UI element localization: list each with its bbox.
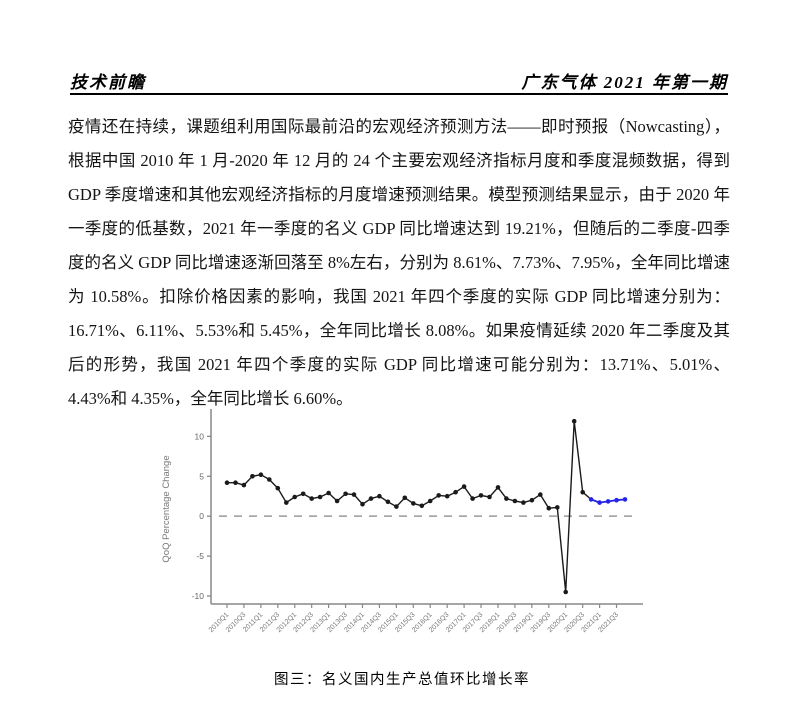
header-left-title: 技术前瞻 — [70, 73, 146, 92]
header-rule — [70, 93, 728, 95]
chart-svg: -10-505102010Q12010Q32011Q12011Q32012Q12… — [161, 409, 643, 634]
svg-text:5: 5 — [199, 471, 204, 481]
figure-caption: 图三：名义国内生产总值环比增长率 — [274, 672, 530, 688]
body-paragraph: 疫情还在持续，课题组利用国际最前沿的宏观经济预测方法——即时预报（Nowcast… — [68, 117, 730, 408]
page-header: 技术前瞻 广东气体 2021 年第一期 — [70, 68, 728, 93]
svg-text:0: 0 — [199, 511, 204, 521]
figure-gdp-qoq: -10 -5 0 5 10 2010Q1 2010Q3 2011Q1 2011Q3 2012Q1 2… — [152, 404, 652, 689]
svg-text:-5: -5 — [196, 551, 204, 561]
svg-text:-10: -10 — [192, 591, 205, 601]
gdp-qoq-line-chart: -10 -5 0 5 10 2010Q1 2010Q3 2011Q1 2011Q3 2012Q1 2… — [157, 404, 647, 662]
svg-text:10: 10 — [195, 431, 205, 441]
header-right-issue: 广东气体 2021 年第一期 — [521, 73, 728, 92]
svg-text:QoQ Percentage Change: QoQ Percentage Change — [161, 455, 172, 562]
